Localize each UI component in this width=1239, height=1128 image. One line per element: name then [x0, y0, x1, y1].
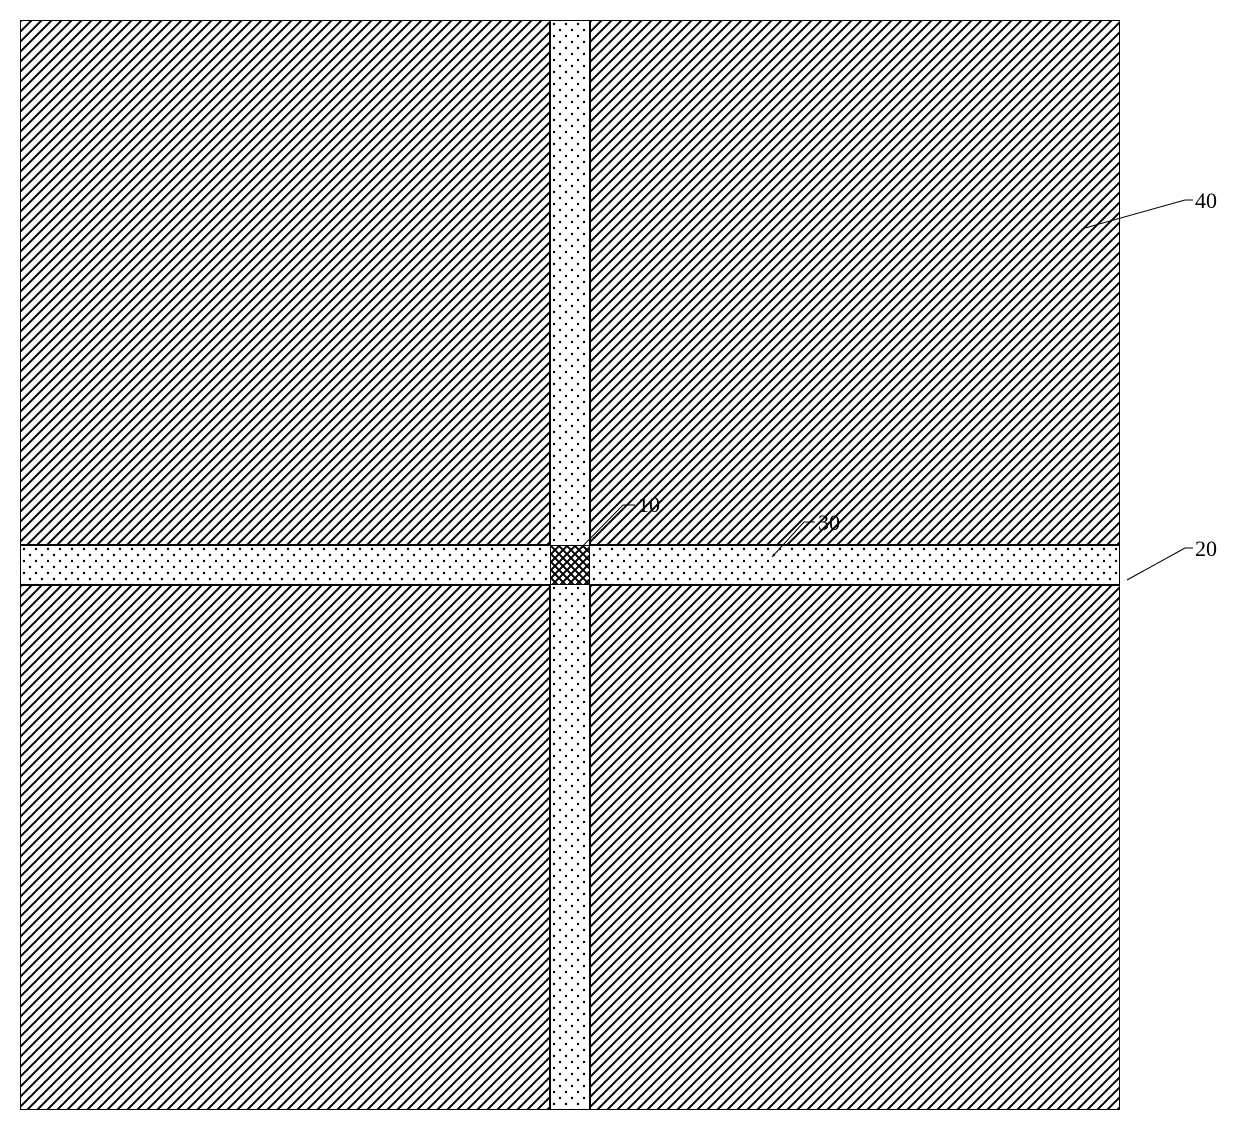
label-10: 10	[638, 494, 660, 516]
label-30: 30	[818, 512, 840, 534]
diagram-canvas: 10 30 20 40	[0, 0, 1239, 1128]
label-20: 20	[1195, 538, 1217, 560]
leader-lines	[0, 0, 1239, 1128]
label-40: 40	[1195, 190, 1217, 212]
